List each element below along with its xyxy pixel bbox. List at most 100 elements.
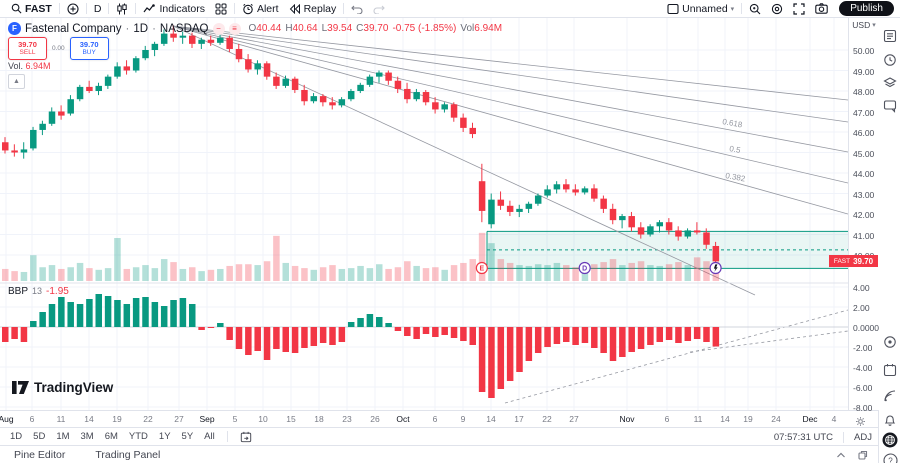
volume-bar [132, 267, 140, 281]
candle [628, 216, 635, 228]
volume-bar [179, 268, 187, 281]
replay-rewind-icon [289, 3, 301, 14]
candle [684, 230, 692, 237]
fib-label: 0.5 [729, 144, 742, 155]
indicator-trendline[interactable] [689, 330, 848, 353]
currency-selector[interactable]: USD ▾ [849, 20, 879, 30]
chat-icon[interactable] [882, 98, 898, 114]
publish-button[interactable]: Publish [839, 1, 894, 16]
legend-more-icon[interactable]: ≡ [228, 22, 241, 35]
candle [123, 66, 131, 71]
range-button-ytd[interactable]: YTD [128, 431, 148, 442]
legend-separator: · [152, 22, 156, 35]
layout-select-button[interactable]: Unnamed ▾ [662, 0, 739, 18]
chart-style-button[interactable] [111, 0, 133, 18]
alert-button[interactable]: Alert [237, 0, 284, 18]
candle [20, 149, 28, 153]
bbp-bar [497, 327, 505, 389]
fib-line[interactable] [172, 25, 848, 101]
help-icon[interactable]: ? [882, 452, 898, 463]
layout-name: Unnamed [682, 2, 728, 15]
bbp-bar [2, 327, 9, 342]
expand-panel-button[interactable] [836, 451, 846, 459]
legend-hide-icon[interactable]: − [212, 22, 225, 35]
bbp-bar [301, 327, 308, 348]
bbp-bar [553, 327, 561, 344]
buy-button[interactable]: 39.70 BUY [69, 37, 109, 60]
calendar-icon[interactable] [882, 362, 898, 378]
range-button-6m[interactable]: 6M [104, 431, 118, 442]
range-button-5y[interactable]: 5Y [181, 431, 194, 442]
range-button-3m[interactable]: 3M [80, 431, 94, 442]
range-button-1y[interactable]: 1Y [158, 431, 171, 442]
restore-panel-button[interactable] [858, 450, 868, 460]
candle [478, 181, 486, 211]
symbol-legend[interactable]: F Fastenal Company · 1D · NASDAQ − ≡ O40… [8, 22, 502, 35]
fib-line[interactable] [172, 25, 848, 215]
candle [712, 245, 720, 262]
range-button-all[interactable]: All [204, 431, 215, 442]
top-toolbar: FAST D Indicators [0, 0, 900, 18]
axis-settings-gear-icon[interactable] [855, 414, 866, 428]
fib-line[interactable] [172, 25, 848, 123]
fib-line[interactable] [172, 25, 848, 153]
earnings-marker[interactable]: E [475, 261, 488, 275]
dividend-marker[interactable]: D [578, 261, 591, 275]
candlestick-icon [116, 3, 128, 15]
time-axis[interactable]: Aug 6 11 14 19 22 27 Sep 5 10 15 18 23 26 Oct 6 9 14 17 22 2… [0, 410, 878, 428]
range-button-1m[interactable]: 1M [56, 431, 70, 442]
legend-title: Fastenal Company [25, 22, 122, 35]
adjust-data-toggle[interactable]: ADJ [854, 431, 872, 443]
tab-pine-editor[interactable]: Pine Editor [14, 448, 66, 461]
redo-button[interactable] [368, 0, 390, 18]
upcoming-earnings-marker[interactable] [709, 261, 722, 275]
snapshot-button[interactable] [810, 0, 833, 18]
candle [600, 198, 607, 209]
fullscreen-button[interactable] [788, 0, 810, 18]
replay-button[interactable]: Replay [284, 0, 342, 18]
indicator-trendline[interactable] [504, 309, 848, 404]
replay-label: Replay [303, 2, 337, 15]
go-to-date-button[interactable] [240, 431, 252, 443]
candle [544, 189, 551, 196]
sell-button[interactable]: 39.70 SELL [8, 37, 47, 60]
buy-price: 39.70 [79, 40, 99, 49]
tradingview-logo: TradingView [12, 380, 113, 395]
volume-bar [310, 269, 318, 281]
bbp-bar [39, 312, 46, 327]
session-clock[interactable]: 07:57:31 UTC [773, 431, 834, 443]
compare-button[interactable] [62, 0, 84, 18]
watchlist-icon[interactable] [882, 28, 898, 44]
candle [432, 102, 439, 110]
time-axis-label: 6 [664, 414, 670, 424]
price-axis[interactable]: USD ▾ 50.00 49.00 48.00 47.00 46.00 45.00 44.0… [848, 18, 879, 413]
chart-pane[interactable]: 0.618 0.5 0.382 E D F Fastenal Company · 1D … [0, 18, 848, 410]
object-tree-icon[interactable] [882, 75, 898, 91]
hotlists-icon[interactable] [882, 334, 898, 350]
tab-trading-panel[interactable]: Trading Panel [95, 448, 161, 461]
community-globe-icon[interactable] [882, 432, 898, 448]
time-axis-label: 22 [143, 414, 153, 424]
volume-bar [160, 259, 168, 281]
indicator-legend[interactable]: BBP 13 -1.95 [8, 286, 69, 297]
bbp-bar [581, 327, 589, 343]
fib-line[interactable] [172, 25, 848, 184]
notifications-bell-icon[interactable] [882, 412, 898, 428]
alerts-clock-icon[interactable] [882, 52, 898, 68]
undo-button[interactable] [346, 0, 368, 18]
bbp-bar [591, 327, 598, 348]
collapse-panel-button[interactable]: ▲ [8, 74, 25, 89]
chart-settings-button[interactable] [766, 0, 788, 18]
streams-icon[interactable] [882, 388, 898, 404]
indicators-button[interactable]: Indicators [138, 0, 210, 18]
symbol-search-button[interactable]: FAST [6, 0, 57, 18]
main-chart-canvas[interactable]: 0.618 0.5 0.382 E D [0, 18, 848, 410]
quick-search-button[interactable] [744, 0, 766, 18]
interval-button[interactable]: D [89, 0, 107, 18]
bbp-bar [123, 304, 131, 327]
range-button-1d[interactable]: 1D [10, 431, 23, 442]
volume-bar [273, 235, 280, 281]
indicator-templates-button[interactable] [210, 0, 232, 18]
range-button-5d[interactable]: 5D [33, 431, 46, 442]
candle [273, 76, 280, 86]
